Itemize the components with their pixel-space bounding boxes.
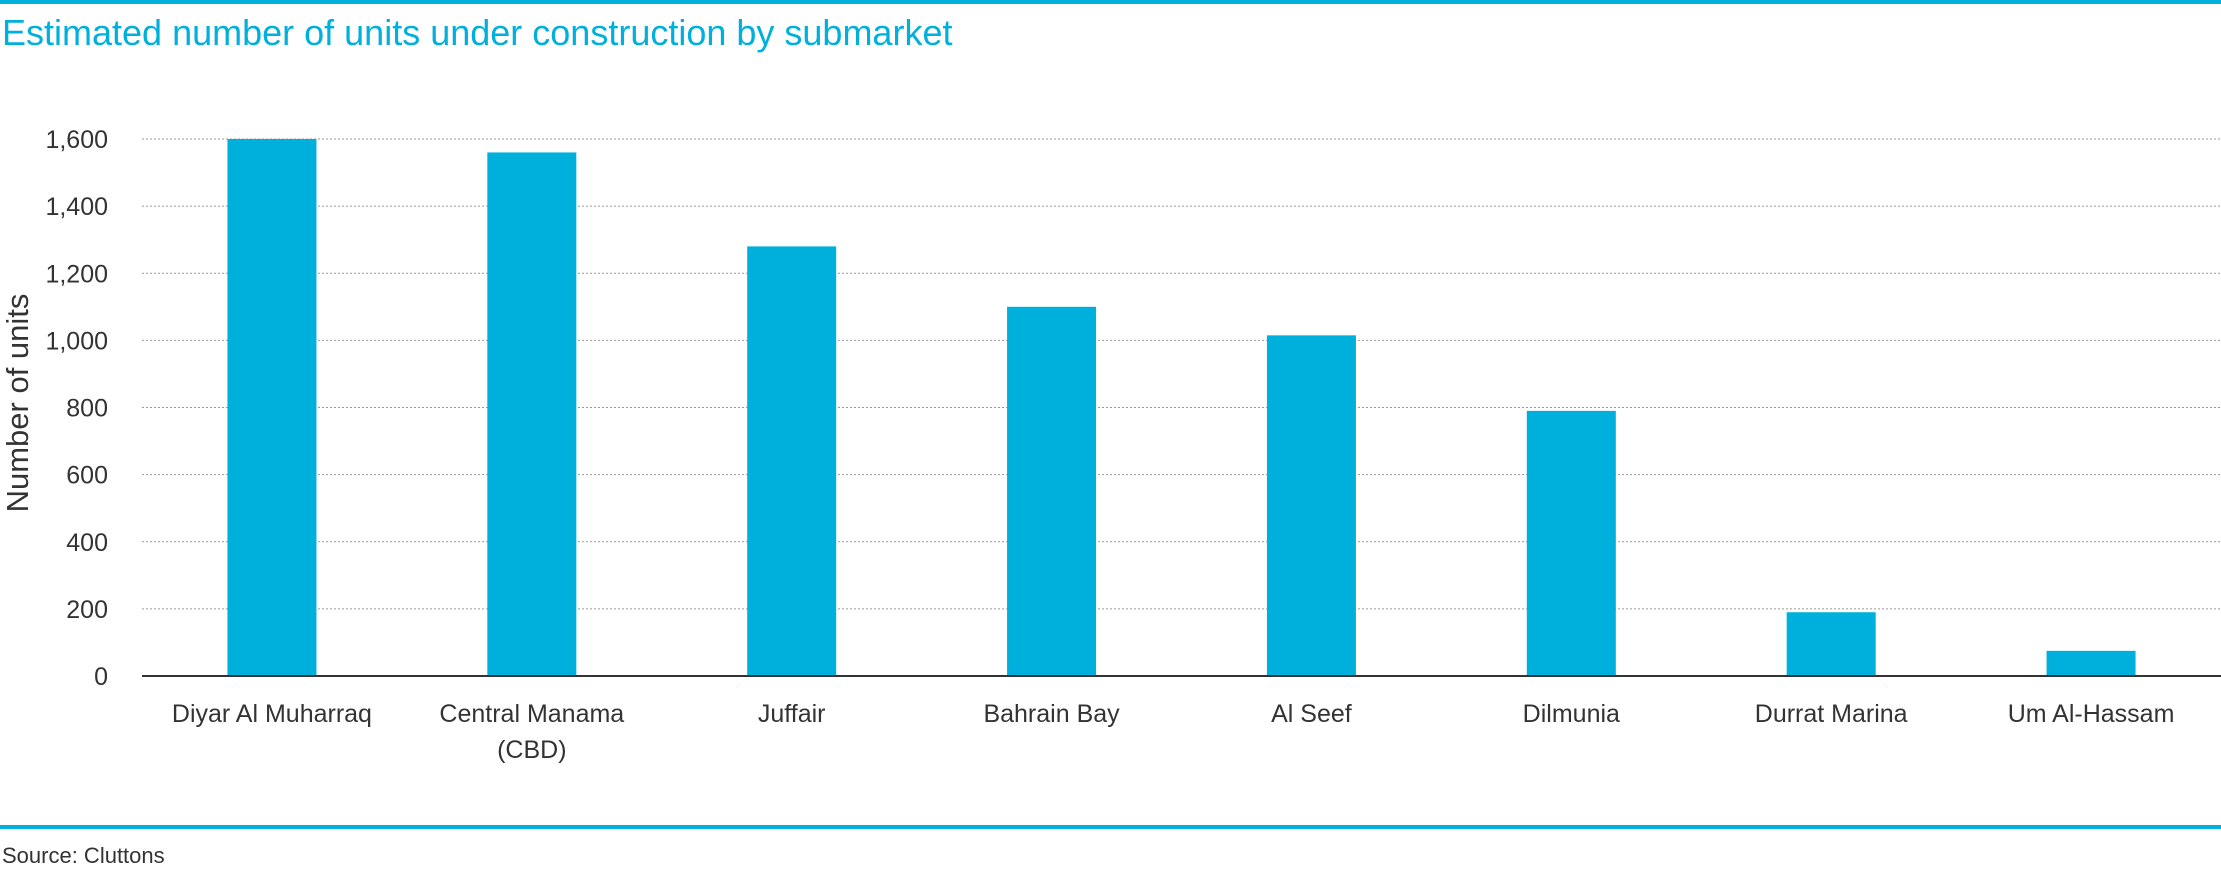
x-tick-label: (CBD)	[497, 736, 566, 764]
x-tick-label: Diyar Al Muharraq	[172, 700, 372, 728]
x-tick-label: Dilmunia	[1523, 700, 1620, 728]
y-tick-label: 1,600	[45, 126, 108, 154]
gridlines	[142, 138, 2221, 610]
x-axis-labels: Diyar Al Muharraq Central Manama (CBD) Juff…	[172, 700, 2175, 764]
y-tick-label: 1,400	[45, 193, 108, 221]
y-axis-title: Number of units	[0, 294, 35, 513]
y-tick-label: 200	[66, 596, 108, 624]
x-tick-label: Juffair	[758, 700, 826, 728]
bar	[2046, 650, 2136, 676]
y-tick-label: 600	[66, 462, 108, 490]
bar	[1786, 612, 1876, 676]
x-tick-label: Bahrain Bay	[983, 700, 1120, 728]
y-tick-label: 1,000	[45, 327, 108, 355]
bottom-accent-rule	[0, 825, 2221, 829]
bars	[227, 139, 2136, 677]
x-tick-label: Central Manama	[439, 700, 624, 728]
chart-title: Estimated number of units under construc…	[2, 12, 953, 53]
bar	[487, 152, 577, 677]
bar	[1526, 410, 1616, 676]
y-tick-label: 0	[94, 663, 108, 691]
y-tick-label: 800	[66, 395, 108, 423]
x-tick-label: Um Al-Hassam	[2008, 700, 2175, 728]
bar	[1266, 335, 1356, 676]
bar	[227, 139, 317, 676]
source-note: Source: Cluttons	[2, 843, 165, 868]
bar-chart: 0 200 400 600 800 1,000 1,200 1,400 1,600 Diyar …	[0, 126, 2221, 764]
bar	[1007, 306, 1097, 676]
y-tick-label: 400	[66, 529, 108, 557]
y-tick-label: 1,200	[45, 260, 108, 288]
y-axis-ticks: 0 200 400 600 800 1,000 1,200 1,400 1,600	[45, 126, 108, 691]
x-tick-label: Al Seef	[1271, 700, 1352, 728]
top-accent-rule	[0, 0, 2221, 4]
bar	[747, 246, 837, 676]
x-tick-label: Durrat Marina	[1755, 700, 1908, 728]
